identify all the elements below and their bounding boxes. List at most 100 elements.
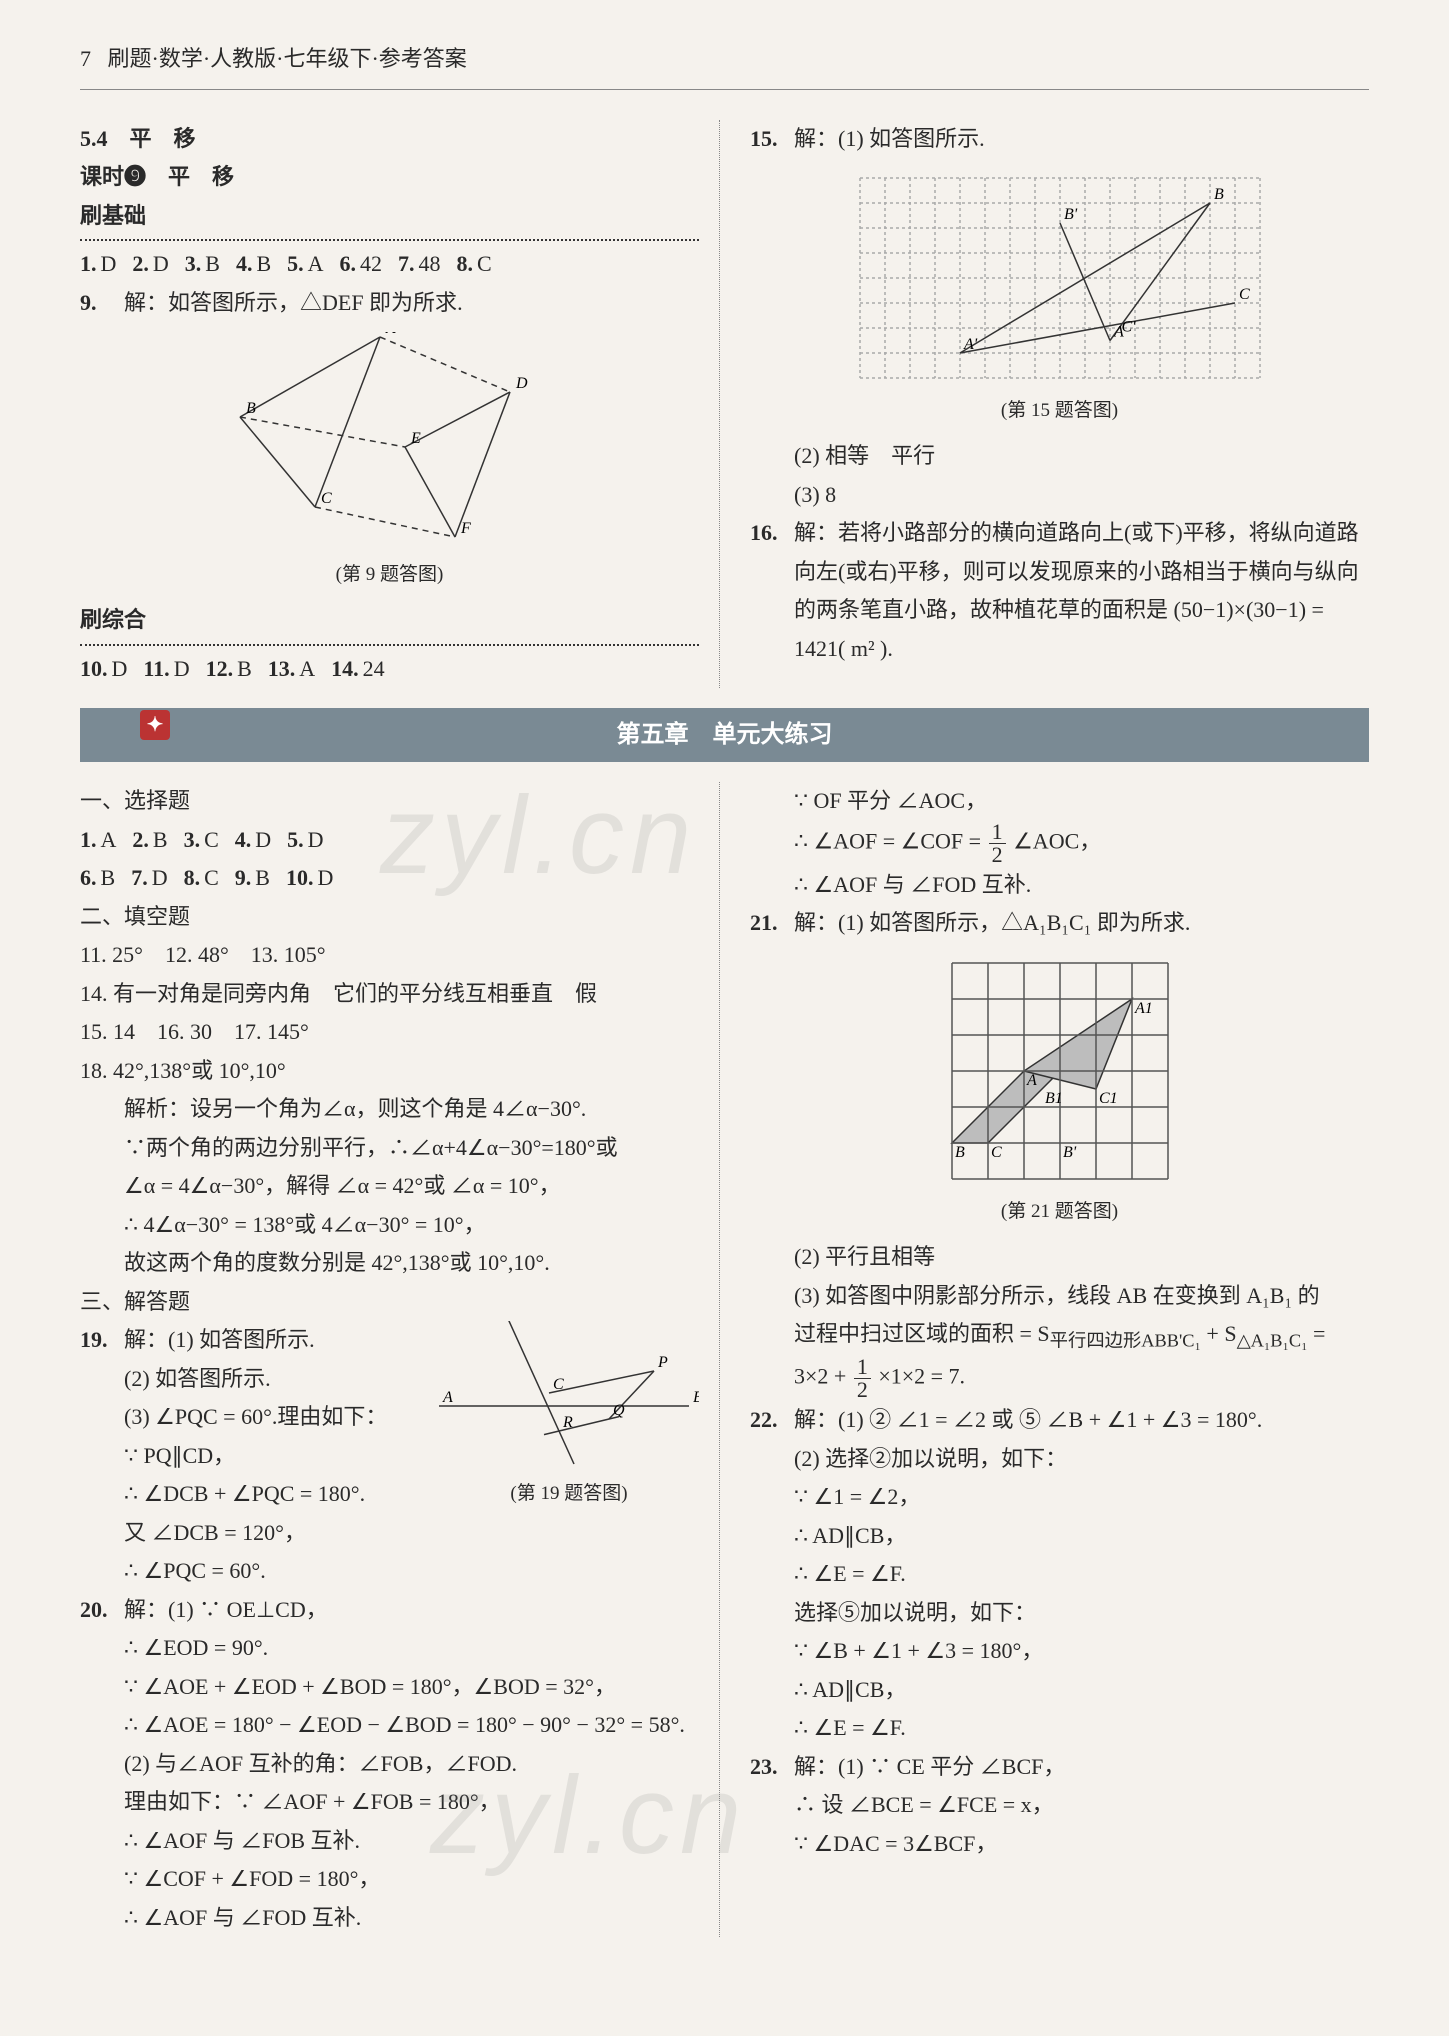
- shuajichu-head: 刷基础: [80, 197, 699, 236]
- h-select: 一、选择题: [80, 782, 699, 821]
- lesson-9-head: 课时❾ 平 移: [80, 158, 699, 197]
- chapter-banner-text: 第五章 单元大练习: [617, 722, 833, 748]
- page-header: 7 刷题·数学·人教版·七年级下·参考答案: [80, 40, 1369, 90]
- q20-9: ∴ ∠AOF 与 ∠FOD 互补.: [80, 1899, 699, 1938]
- q21-2: (2) 平行且相等: [750, 1238, 1369, 1277]
- q22-8: ∴ AD∥CB，: [750, 1671, 1369, 1710]
- q21-3f-t: ×1×2 = 7.: [878, 1364, 965, 1389]
- lr-l3: ∴ ∠AOF 与 ∠FOD 互补.: [750, 866, 1369, 905]
- q21-h: 解：(1) 如答图所示，△A₁B₁C₁ 即为所求.: [794, 904, 1369, 943]
- q22: 22. 解：(1) ② ∠1 = ∠2 或 ⑤ ∠B + ∠1 + ∠3 = 1…: [750, 1401, 1369, 1440]
- q19-num: 19.: [80, 1321, 124, 1360]
- svg-text:F: F: [460, 520, 471, 537]
- t18e: ∴ 4∠α−30° = 138°或 4∠α−30° = 10°，: [80, 1206, 699, 1245]
- lr-l2: ∴ ∠AOF = ∠COF = 12 ∠AOC，: [750, 821, 1369, 866]
- svg-text:A: A: [442, 1389, 453, 1406]
- svg-text:B: B: [693, 1389, 699, 1406]
- svg-text:P: P: [657, 1354, 668, 1371]
- svg-text:C: C: [553, 1376, 564, 1393]
- q16-num: 16.: [750, 514, 794, 668]
- q20-8: ∵ ∠COF + ∠FOD = 180°，: [80, 1860, 699, 1899]
- q21-3b-t: 过程中扫过区域的面积 = S: [794, 1321, 1050, 1346]
- svg-text:C: C: [321, 490, 332, 507]
- answers-row-1: 1.D2.D3.B4.B5.A6.427.488.C: [80, 245, 699, 284]
- figure-19: ABCDPQR (第 19 题答图): [439, 1321, 699, 1591]
- answers-row-a: 1.A2.B3.C4.D5.D: [80, 821, 699, 860]
- q22-2: (2) 选择②加以说明，如下：: [750, 1440, 1369, 1479]
- q20-7: ∴ ∠AOF 与 ∠FOB 互补.: [80, 1822, 699, 1861]
- svg-text:Q: Q: [613, 1402, 625, 1419]
- q23-2: ∴ 设 ∠BCE = ∠FCE = x，: [750, 1786, 1369, 1825]
- svg-text:C': C': [1121, 319, 1136, 336]
- q20-num: 20.: [80, 1591, 124, 1630]
- upper-left-col: 5.4 平 移 课时❾ 平 移 刷基础 1.D2.D3.B4.B5.A6.427…: [80, 120, 720, 689]
- q23-1: 解：(1) ∵ CE 平分 ∠BCF，: [794, 1748, 1369, 1787]
- upper-columns: 5.4 平 移 课时❾ 平 移 刷基础 1.D2.D3.B4.B5.A6.427…: [80, 120, 1369, 689]
- lr-l2a: ∴ ∠AOF = ∠COF =: [794, 828, 987, 853]
- svg-text:D: D: [515, 375, 528, 392]
- answers-row-2: 10.D11.D12.B13.A14.24: [80, 650, 699, 689]
- q21-3b-sub: 平行四边形ABB'C₁: [1050, 1330, 1201, 1350]
- q19-7: ∴ ∠PQC = 60°.: [80, 1552, 427, 1591]
- lower-right-col: ∵ OF 平分 ∠AOC， ∴ ∠AOF = ∠COF = 12 ∠AOC， ∴…: [750, 782, 1369, 1937]
- figure-9: A B C D E F (第 9 题答图): [80, 332, 699, 591]
- q21-3d-t: =: [1308, 1321, 1326, 1346]
- svg-text:C1: C1: [1099, 1090, 1118, 1107]
- svg-text:B: B: [246, 400, 256, 417]
- q20-5: (2) 与∠AOF 互补的角：∠FOB，∠FOD.: [80, 1745, 699, 1784]
- q22-num: 22.: [750, 1401, 794, 1440]
- q23-3: ∵ ∠DAC = 3∠BCF，: [750, 1825, 1369, 1864]
- answers-row-b: 6.B7.D8.C9.B10.D: [80, 859, 699, 898]
- q21-3c-t: + S: [1201, 1321, 1237, 1346]
- svg-text:B1: B1: [1045, 1090, 1063, 1107]
- q15-text: 解：(1) 如答图所示.: [794, 120, 1369, 159]
- t15: 15. 14 16. 30 17. 145°: [80, 1013, 699, 1052]
- q21-num: 21.: [750, 904, 794, 943]
- q19-4: ∵ PQ∥CD，: [80, 1437, 427, 1476]
- q20-3: ∵ ∠AOE + ∠EOD + ∠BOD = 180°，∠BOD = 32°，: [80, 1668, 699, 1707]
- figure-15: A'AC'CBB' (第 15 题答图): [750, 168, 1369, 427]
- t18f: 故这两个角的度数分别是 42°,138°或 10°,10°.: [80, 1244, 699, 1283]
- svg-text:B': B': [1064, 206, 1078, 223]
- q22-5: ∴ ∠E = ∠F.: [750, 1555, 1369, 1594]
- lower-columns: 一、选择题 1.A2.B3.C4.D5.D 6.B7.D8.C9.B10.D 二…: [80, 782, 1369, 1937]
- banner-icon: ✦: [140, 710, 170, 740]
- q22-7: ∵ ∠B + ∠1 + ∠3 = 180°，: [750, 1632, 1369, 1671]
- svg-text:E: E: [410, 430, 421, 447]
- lr-l2b: ∠AOC，: [1013, 828, 1101, 853]
- q19-2: (2) 如答图所示.: [80, 1360, 427, 1399]
- figure-15-svg: A'AC'CBB': [850, 168, 1270, 388]
- svg-text:C: C: [991, 1144, 1002, 1161]
- dotted-rule-1: [80, 239, 699, 241]
- q9-num: 9.: [80, 284, 124, 323]
- chapter-banner: ✦ 第五章 单元大练习: [80, 708, 1369, 762]
- figure-21: BCB'AB1C1A1 (第 21 题答图): [750, 953, 1369, 1228]
- page-title: 刷题·数学·人教版·七年级下·参考答案: [108, 46, 467, 71]
- t18c: ∵两个角的两边分别平行，∴∠α+4∠α−30°=180°或: [80, 1129, 699, 1168]
- q20-6: 理由如下：∵ ∠AOF + ∠FOB = 180°，: [80, 1783, 699, 1822]
- figure-19-svg: ABCDPQR: [439, 1321, 699, 1471]
- figure-9-caption: (第 9 题答图): [80, 558, 699, 591]
- q21-3e: 3×2 + 12 ×1×2 = 7.: [750, 1356, 1369, 1401]
- upper-right-col: 15. 解：(1) 如答图所示. A'AC'CBB' (第 15 题答图) (2…: [750, 120, 1369, 689]
- q22-9: ∴ ∠E = ∠F.: [750, 1709, 1369, 1748]
- svg-text:A: A: [385, 332, 396, 337]
- section-5-4-head: 5.4 平 移: [80, 120, 699, 159]
- q19-3: (3) ∠PQC = 60°.理由如下：: [80, 1398, 427, 1437]
- q23: 23. 解：(1) ∵ CE 平分 ∠BCF，: [750, 1748, 1369, 1787]
- q19-5: ∴ ∠DCB + ∠PQC = 180°.: [80, 1475, 427, 1514]
- q19-6: 又 ∠DCB = 120°，: [80, 1514, 427, 1553]
- figure-15-caption: (第 15 题答图): [750, 394, 1369, 427]
- svg-text:R: R: [562, 1414, 573, 1431]
- q16-text: 解：若将小路部分的横向道路向上(或下)平移，将纵向道路向左(或右)平移，则可以发…: [794, 514, 1369, 668]
- q23-num: 23.: [750, 1748, 794, 1787]
- q20-1: 解：(1) ∵ OE⊥CD，: [124, 1591, 699, 1630]
- q15-num: 15.: [750, 120, 794, 159]
- svg-text:B: B: [955, 1144, 965, 1161]
- figure-21-svg: BCB'AB1C1A1: [942, 953, 1178, 1189]
- svg-text:C: C: [1239, 286, 1250, 303]
- q21-3a: (3) 如答图中阴影部分所示，线段 AB 在变换到 A₁B₁ 的: [750, 1277, 1369, 1316]
- q15-part2: (2) 相等 平行: [750, 437, 1369, 476]
- q15: 15. 解：(1) 如答图所示.: [750, 120, 1369, 159]
- t18d: ∠α = 4∠α−30°，解得 ∠α = 42°或 ∠α = 10°，: [80, 1167, 699, 1206]
